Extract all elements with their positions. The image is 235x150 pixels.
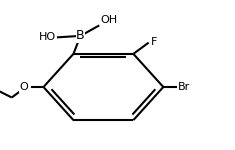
Text: OH: OH xyxy=(101,15,118,25)
Text: B: B xyxy=(76,29,85,42)
Text: O: O xyxy=(20,82,28,92)
Text: Br: Br xyxy=(178,82,190,92)
Text: HO: HO xyxy=(39,32,56,42)
Text: F: F xyxy=(151,37,157,47)
